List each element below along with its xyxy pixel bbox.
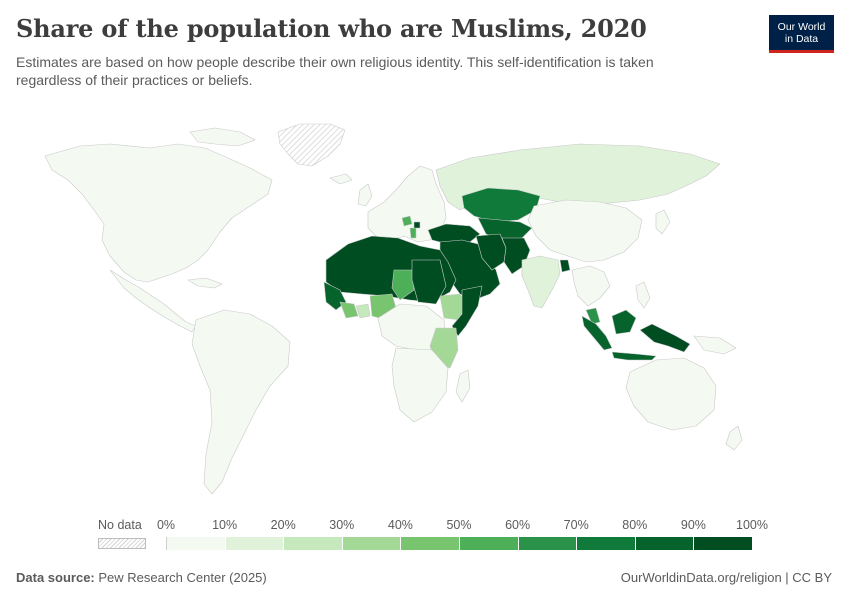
- legend-bin-4[interactable]: [401, 537, 460, 550]
- legend-bin-7[interactable]: [577, 537, 636, 550]
- region-papua[interactable]: [693, 335, 737, 355]
- region-indonesia-borneo[interactable]: [611, 309, 637, 335]
- data-source-text: Pew Research Center (2025): [98, 570, 267, 585]
- region-india[interactable]: [521, 255, 561, 309]
- region-indonesia-east[interactable]: [639, 323, 691, 353]
- legend-tick-label: 70%: [563, 518, 589, 532]
- region-kazakhstan[interactable]: [461, 187, 541, 223]
- legend-tick-label: 60%: [505, 518, 531, 532]
- source-link[interactable]: OurWorldinData.org/religion | CC BY: [620, 570, 832, 585]
- legend-tick-label: 20%: [270, 518, 296, 532]
- region-somalia[interactable]: [451, 285, 483, 337]
- region-north-america[interactable]: [44, 143, 273, 283]
- region-new-zealand[interactable]: [725, 425, 743, 451]
- region-chad[interactable]: [391, 269, 415, 301]
- legend-color-scale: [166, 537, 752, 550]
- chart-title: Share of the population who are Muslims,…: [16, 14, 647, 43]
- region-west-africa-coast[interactable]: [355, 303, 371, 319]
- legend-bin-0[interactable]: [166, 537, 226, 550]
- region-ivory-coast[interactable]: [339, 301, 359, 319]
- region-iceland[interactable]: [329, 173, 353, 185]
- legend-bin-8[interactable]: [635, 537, 695, 550]
- region-china[interactable]: [527, 199, 643, 263]
- legend-tick-label: 80%: [622, 518, 648, 532]
- region-south-america[interactable]: [191, 309, 291, 495]
- region-arctic-islands[interactable]: [189, 127, 256, 147]
- legend-tick-label: 90%: [680, 518, 706, 532]
- owid-logo[interactable]: Our World in Data: [769, 15, 834, 53]
- legend-no-data-label: No data: [98, 518, 142, 532]
- data-source-label: Data source:: [16, 570, 95, 585]
- chart-subtitle: Estimates are based on how people descri…: [16, 54, 654, 88]
- legend-bin-1[interactable]: [225, 537, 285, 550]
- legend-tick-label: 50%: [446, 518, 472, 532]
- region-australia[interactable]: [625, 357, 717, 431]
- world-map[interactable]: [0, 110, 850, 510]
- legend-bin-6[interactable]: [518, 537, 578, 550]
- region-uk[interactable]: [357, 183, 373, 207]
- logo-line-1: Our World: [777, 20, 826, 33]
- legend-tick-label: 40%: [387, 518, 413, 532]
- legend-bin-2[interactable]: [284, 537, 343, 550]
- region-southeast-asia[interactable]: [571, 265, 611, 307]
- region-southern-africa[interactable]: [391, 347, 449, 423]
- region-sudan[interactable]: [411, 259, 447, 305]
- region-malaysia[interactable]: [585, 307, 601, 325]
- legend-bin-3[interactable]: [342, 537, 402, 550]
- region-bangladesh[interactable]: [559, 259, 571, 273]
- legend-bin-5[interactable]: [459, 537, 519, 550]
- data-source: Data source: Pew Research Center (2025): [16, 570, 267, 585]
- legend-bin-9[interactable]: [694, 537, 752, 550]
- legend-tick-label: 0%: [156, 518, 176, 532]
- logo-line-2: in Data: [784, 32, 819, 45]
- legend-tick-label: 10%: [212, 518, 238, 532]
- legend-no-data-swatch: [98, 538, 146, 549]
- legend-tick-label: 30%: [329, 518, 355, 532]
- region-greenland[interactable]: [277, 123, 346, 167]
- region-albania[interactable]: [409, 227, 417, 239]
- region-indonesia-sumatra[interactable]: [581, 315, 613, 351]
- region-bosnia[interactable]: [401, 215, 413, 227]
- region-kosovo[interactable]: [413, 221, 421, 229]
- region-madagascar[interactable]: [455, 369, 471, 403]
- region-indonesia-java[interactable]: [611, 351, 657, 361]
- region-japan[interactable]: [655, 209, 671, 235]
- region-turkey[interactable]: [427, 223, 481, 245]
- region-caribbean[interactable]: [187, 277, 223, 289]
- region-philippines[interactable]: [635, 281, 651, 309]
- legend-tick-label: 100%: [736, 518, 768, 532]
